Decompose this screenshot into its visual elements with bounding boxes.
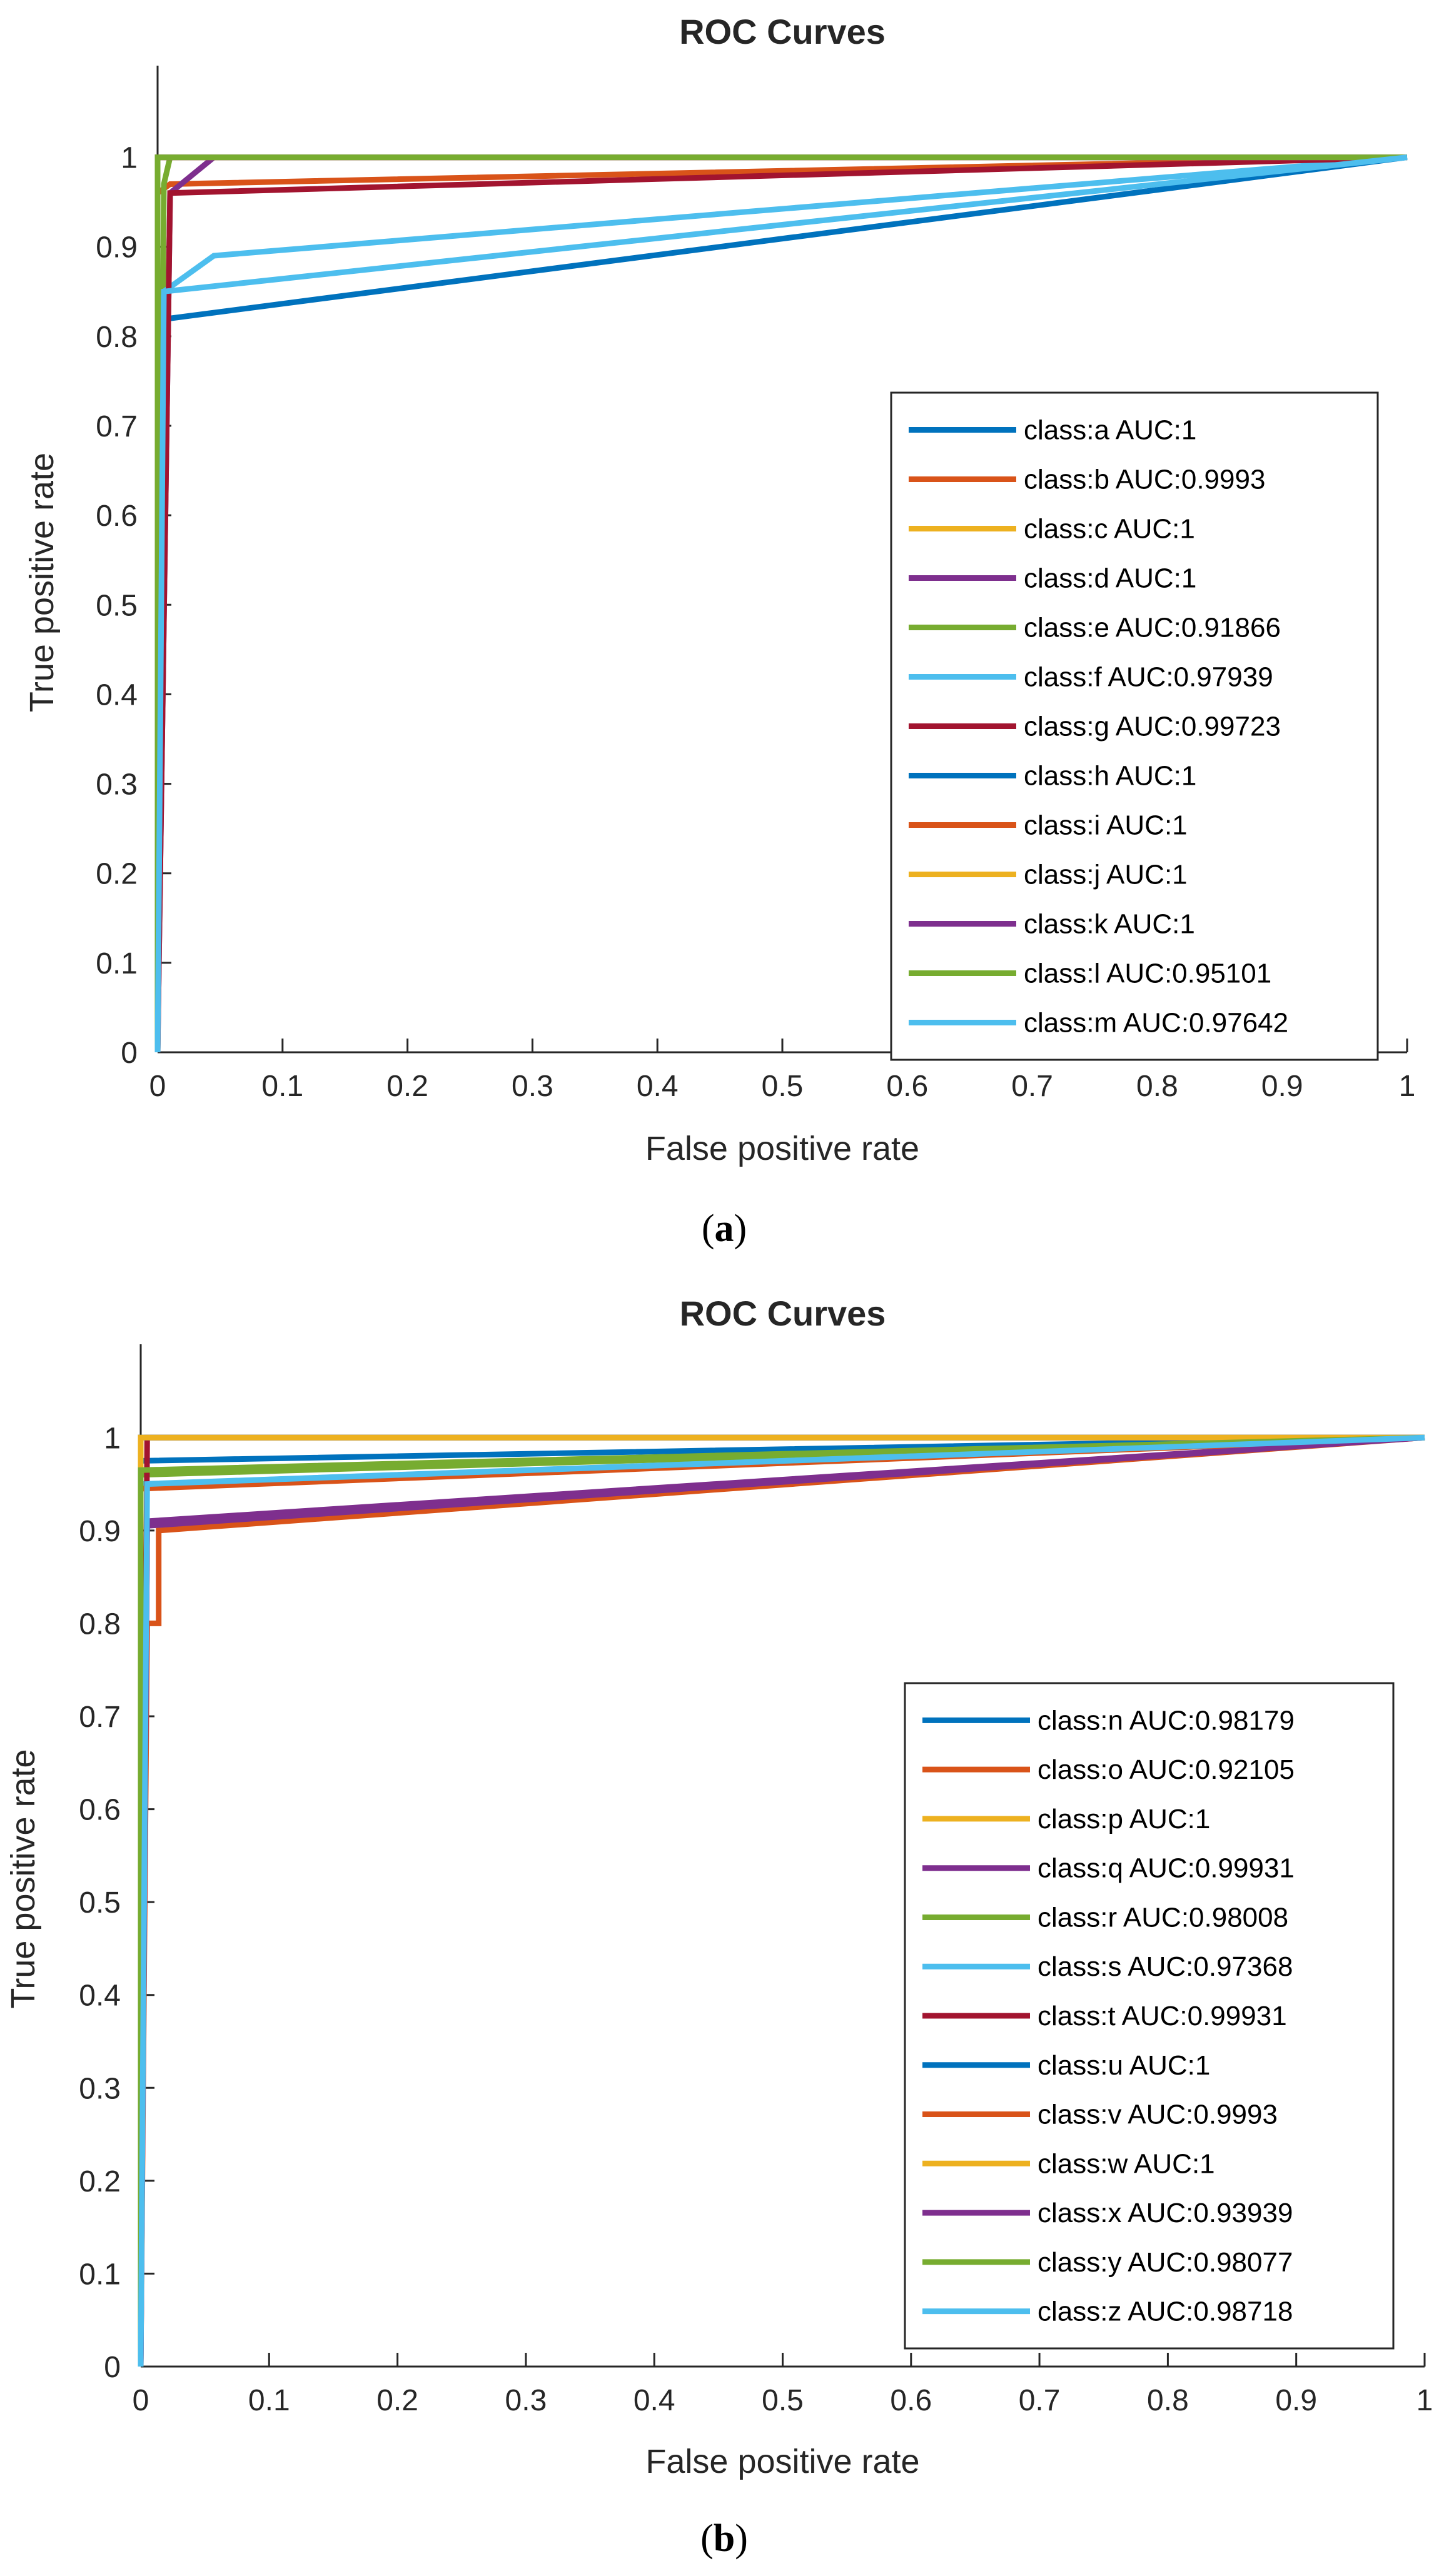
legend-entry: class:x AUC:0.93939 [1038,2198,1293,2228]
x-tick-label: 0.3 [512,1070,553,1103]
y-tick-label: 0.5 [96,589,138,622]
y-tick-label: 0.2 [96,858,138,891]
caption-close-paren: ) [734,1207,747,1250]
legend-entry: class:i AUC:1 [1024,810,1188,841]
legend-entry: class:e AUC:0.91866 [1024,613,1281,643]
y-tick-label: 0.6 [79,1794,121,1827]
x-axis-label: False positive rate [645,1130,919,1167]
y-tick-label: 0.4 [96,678,138,712]
x-tick-label: 0.1 [261,1070,303,1103]
legend-entry: class:k AUC:1 [1024,909,1195,940]
caption-letter: b [714,2517,735,2560]
legend-entry: class:c AUC:1 [1024,514,1195,545]
legend-entry: class:g AUC:0.99723 [1024,712,1281,742]
legend-entry: class:y AUC:0.98077 [1038,2247,1293,2278]
y-tick-label: 1 [104,1422,121,1455]
legend-entry: class:b AUC:0.9993 [1024,465,1265,495]
legend-entry: class:d AUC:1 [1024,563,1196,594]
legend-entry: class:u AUC:1 [1038,2050,1210,2081]
y-tick-label: 0.4 [79,1980,121,2013]
panel-a: ROC Curves 0 0.1 0.2 0.3 0.4 0.5 0.6 0.7 0.8 0.9 1 0… [23,12,1415,1250]
x-tick-label: 0.7 [1011,1070,1053,1103]
y-tick-label: 0 [121,1037,138,1070]
legend-entry: class:z AUC:0.98718 [1038,2297,1293,2327]
x-tick-label: 0.5 [762,1070,804,1103]
legend-entry: class:j AUC:1 [1024,860,1188,890]
y-tick-label: 0.1 [79,2258,121,2291]
y-tick-label: 0.5 [79,1886,121,1919]
caption-close-paren: ) [735,2517,748,2560]
y-tick-label: 0.9 [96,231,138,264]
series-line-class-m [154,154,1408,1053]
x-tick-label: 0.6 [886,1070,928,1103]
x-tick-label: 0.1 [248,2384,290,2417]
caption-open-paren: ( [700,2517,714,2560]
y-tick-label: 0 [104,2351,121,2384]
y-tick-label: 0.2 [79,2165,121,2198]
panel-b: ROC Curves 0 0.1 0.2 0.3 0.4 0.5 0.6 0.7 0.8 0.9 1 0… [4,1294,1433,2560]
y-tick-label: 0.7 [79,1701,121,1734]
legend-entry: class:o AUC:0.92105 [1038,1754,1295,1785]
y-tick-label: 0.3 [96,768,138,802]
series-line-class-z [138,1434,1425,2367]
legend-entry: class:f AUC:0.97939 [1024,662,1273,693]
legend-entry: class:a AUC:1 [1024,415,1196,446]
x-tick-label: 0 [133,2384,149,2417]
legend-entry: class:v AUC:0.9993 [1038,2100,1278,2130]
x-tick-label: 1 [1416,2384,1433,2417]
x-tick-label: 0.2 [376,2384,418,2417]
x-tick-label: 0.4 [634,2384,675,2417]
y-tick-label: 0.7 [96,410,138,443]
x-tick-label: 0.8 [1136,1070,1178,1103]
y-tick-label: 0.6 [96,500,138,533]
legend-entry: class:t AUC:0.99931 [1038,2001,1287,2031]
y-tick-label: 0.9 [79,1515,121,1548]
legend-entry: class:m AUC:0.97642 [1024,1008,1288,1039]
legend-entry: class:l AUC:0.95101 [1024,958,1271,989]
x-tick-label: 0.3 [505,2384,547,2417]
x-tick-label: 0.4 [637,1070,679,1103]
x-tick-label: 1 [1399,1070,1416,1103]
legend-entry: class:r AUC:0.98008 [1038,1902,1288,1933]
panel-caption: (a) [702,1207,747,1250]
y-tick-label: 0.8 [79,1607,121,1641]
y-axis-label: True positive rate [23,453,61,712]
legend-entry: class:w AUC:1 [1038,2148,1215,2179]
y-tick-label: 1 [121,142,138,175]
y-tick-label: 0.3 [79,2072,121,2105]
x-tick-label: 0.2 [386,1070,428,1103]
caption-letter: a [715,1207,734,1250]
x-tick-label: 0 [149,1070,166,1103]
y-tick-label: 0.8 [96,321,138,354]
x-tick-label: 0.5 [762,2384,804,2417]
legend-entry: class:h AUC:1 [1024,761,1196,792]
x-tick-label: 0.8 [1147,2384,1189,2417]
x-tick-label: 0.7 [1019,2384,1061,2417]
chart-title: ROC Curves [680,1294,886,1333]
panel-caption: (b) [700,2517,748,2560]
x-tick-label: 0.6 [890,2384,932,2417]
y-tick-label: 0.1 [96,947,138,980]
caption-open-paren: ( [702,1207,715,1250]
x-tick-label: 0.9 [1261,1070,1303,1103]
legend-entry: class:p AUC:1 [1038,1804,1210,1834]
legend-entry: class:s AUC:0.97368 [1038,1951,1293,1982]
x-axis-label: False positive rate [645,2443,919,2480]
x-tick-label: 0.9 [1275,2384,1317,2417]
chart-title: ROC Curves [679,12,886,51]
legend-entry: class:n AUC:0.98179 [1038,1705,1295,1736]
y-axis-label: True positive rate [4,1749,42,2008]
legend-entry: class:q AUC:0.99931 [1038,1853,1295,1884]
